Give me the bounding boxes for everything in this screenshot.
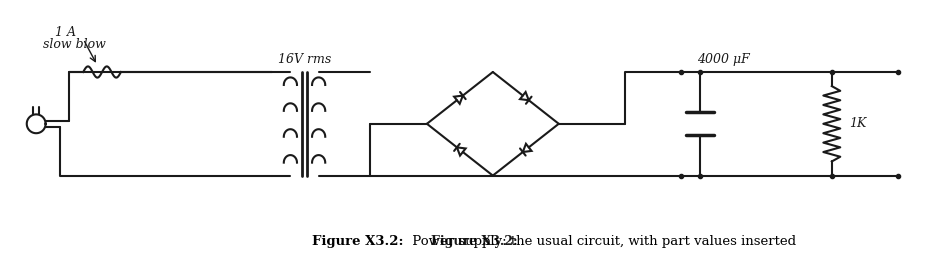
Text: 1K: 1K (848, 117, 866, 130)
Text: 4000 μF: 4000 μF (697, 53, 750, 66)
Text: Figure X3.2:: Figure X3.2: (312, 235, 404, 248)
Text: Figure X3.2:: Figure X3.2: (430, 235, 518, 248)
Text: 16V rms: 16V rms (278, 53, 331, 66)
Text: slow blow: slow blow (43, 38, 105, 51)
Text: 1 A: 1 A (55, 26, 76, 39)
Text: Power supply: the usual circuit, with part values inserted: Power supply: the usual circuit, with pa… (408, 235, 796, 248)
